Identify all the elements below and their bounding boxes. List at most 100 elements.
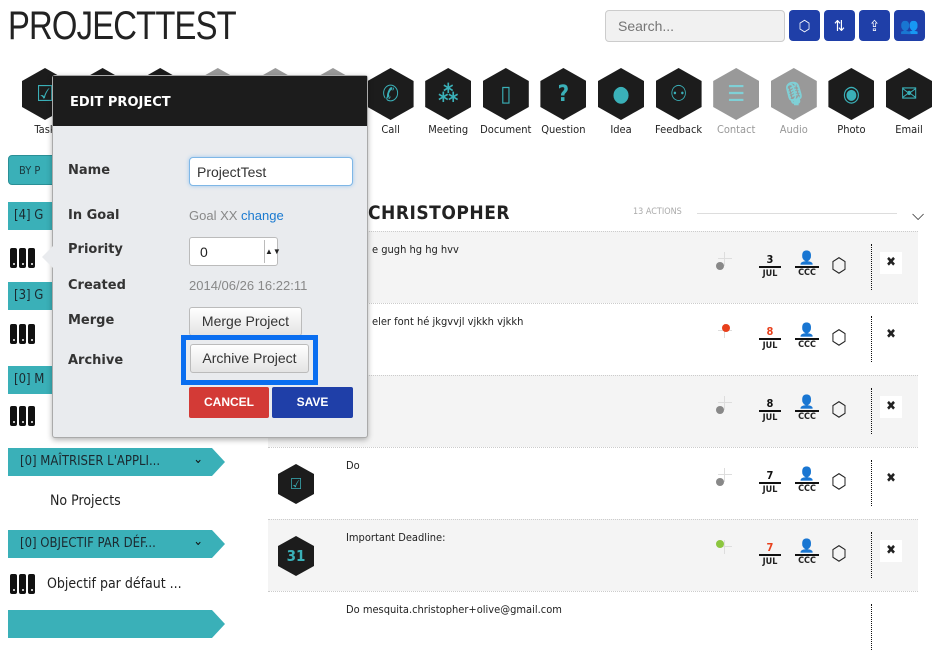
complete-check-icon[interactable]: ⬡ [831,325,847,349]
action-type-call[interactable]: ✆ Call [363,68,419,136]
delete-button[interactable]: ✖ [880,324,902,346]
delete-button[interactable]: ✖ [880,252,902,274]
action-row[interactable]: 8 JUL 👤 CCC ⬡ ✖ [268,375,918,447]
feedback-icon: ⚇ [655,68,702,120]
due-date[interactable]: 8 JUL [759,326,781,352]
team-icon: 👥 [900,16,919,35]
priority-marker[interactable] [716,468,732,486]
action-type-photo[interactable]: ◉ Photo [823,68,879,136]
priority-marker[interactable] [716,540,732,556]
action-type-audio[interactable]: 🎙 Audio [766,68,822,136]
due-date[interactable]: 7 JUL [759,470,781,496]
action-type-label: Email [895,123,923,136]
complete-check-icon[interactable]: ⬡ [831,469,847,493]
priority-dot [716,406,724,414]
envelope-icon: ✉ [886,68,932,120]
complete-check-icon[interactable]: ⬡ [831,253,847,277]
document-icon: ▯ [482,68,529,120]
action-type-meeting[interactable]: ⁂ Meeting [420,68,476,136]
team-button[interactable]: 👥 [894,10,925,41]
action-text: Do mesquita.christopher+olive@gmail.com [346,603,562,616]
goal-label: In Goal [68,208,120,223]
priority-dot [716,478,724,486]
action-row[interactable]: Do mesquita.christopher+olive@gmail.com [268,591,918,663]
assignee[interactable]: 👤 CCC [795,540,819,567]
action-type-label: Audio [779,123,808,136]
due-day: 8 [759,326,781,340]
assignee-initials: CCC [798,268,816,278]
edit-project-dialog: EDIT PROJECT Name In Goal Goal XX change… [52,75,368,438]
assignee[interactable]: 👤 CCC [795,468,819,495]
action-type-document[interactable]: ▯ Document [478,68,534,136]
action-type-label: Document [480,123,532,136]
due-date[interactable]: 8 JUL [759,398,781,424]
assignee-initials: CCC [798,484,816,494]
change-goal-link[interactable]: change [241,208,284,223]
action-type-feedback[interactable]: ⚇ Feedback [651,68,707,136]
chevron-down-icon[interactable]: ⌵ [912,205,925,224]
action-row[interactable]: e gugh hg hg hvv 3 JUL 👤 CCC ⬡ ✖ [268,231,918,303]
merge-project-button[interactable]: Merge Project [189,307,302,336]
due-day: 7 [759,542,781,556]
chevron-down-icon[interactable]: ⌄ [193,452,203,467]
binder-icon [10,406,35,426]
complete-check-icon[interactable]: ⬡ [831,541,847,565]
due-date[interactable]: 3 JUL [759,254,781,280]
chevron-down-icon[interactable]: ⌄ [193,534,203,549]
action-row[interactable]: eler font hé jkgvvjl vjkkh vjkkh 8 JUL 👤 CCC… [268,303,918,375]
archive-project-button[interactable]: Archive Project [190,344,309,373]
sort-button[interactable]: ⇅ [824,10,855,41]
goal-group-label: [0] M [14,372,45,387]
binder-icon [10,324,35,344]
project-item[interactable] [10,404,35,428]
goal-value: Goal XX [189,208,238,223]
export-button[interactable]: ⇪ [859,10,890,41]
divider [871,316,872,362]
action-type-idea[interactable]: ● Idea [593,68,649,136]
lightbulb-icon: ● [598,68,644,120]
project-item[interactable] [10,246,35,270]
delete-button[interactable]: ✖ [880,540,902,562]
search-input[interactable] [605,10,785,42]
goal-group-header[interactable]: [0] MAÎTRISER L'APPLI... ⌄ [8,448,225,476]
project-item[interactable] [10,322,35,346]
priority-marker[interactable] [716,252,732,270]
due-month: JUL [762,341,778,351]
divider [871,460,872,506]
binder-icon [10,248,35,268]
action-row[interactable]: 31 Important Deadline: 7 JUL 👤 CCC ⬡ ✖ [268,519,918,591]
delete-button[interactable]: ✖ [880,468,902,490]
complete-check-icon[interactable]: ⬡ [831,397,847,421]
person-icon: 👤 [795,468,819,484]
priority-dot [716,540,724,548]
action-type-question[interactable]: ? Question [535,68,591,136]
action-type-contact[interactable]: ☰ Contact [708,68,764,136]
delete-button[interactable]: ✖ [880,396,902,418]
no-projects-text: No Projects [50,493,121,509]
merge-label: Merge [68,313,115,328]
assignee[interactable]: 👤 CCC [795,324,819,351]
goal-group-header[interactable]: [0] OBJECTIF PAR DÉF... ⌄ [8,530,225,558]
action-type-email[interactable]: ✉ Email [881,68,937,136]
due-date[interactable]: 7 JUL [759,542,781,568]
save-button[interactable]: SAVE [272,387,353,418]
created-value: 2014/06/26 16:22:11 [189,278,308,293]
action-type-label: Meeting [428,123,469,136]
cancel-button[interactable]: CANCEL [189,387,269,418]
goal-group-header[interactable] [8,610,225,638]
assignee[interactable]: 👤 CCC [795,252,819,279]
hexagon-button[interactable]: ⬡ [789,10,820,41]
assignee[interactable]: 👤 CCC [795,396,819,423]
name-input[interactable] [189,157,353,186]
action-row[interactable]: ☑ Do 7 JUL 👤 CCC ⬡ ✖ [268,447,918,519]
priority-select[interactable]: 0 ▲▼ [189,237,281,266]
priority-marker[interactable] [718,324,732,340]
goal-group-label: [0] OBJECTIF PAR DÉF... [20,536,156,551]
project-item[interactable]: Objectif par défaut ... [10,572,182,596]
meeting-icon: ⁂ [425,68,472,120]
priority-marker[interactable] [716,396,732,414]
goal-group-label: [4] G [14,208,44,223]
action-text: Important Deadline: [346,531,446,544]
archive-label: Archive [68,353,124,368]
assignee-initials: CCC [798,340,816,350]
